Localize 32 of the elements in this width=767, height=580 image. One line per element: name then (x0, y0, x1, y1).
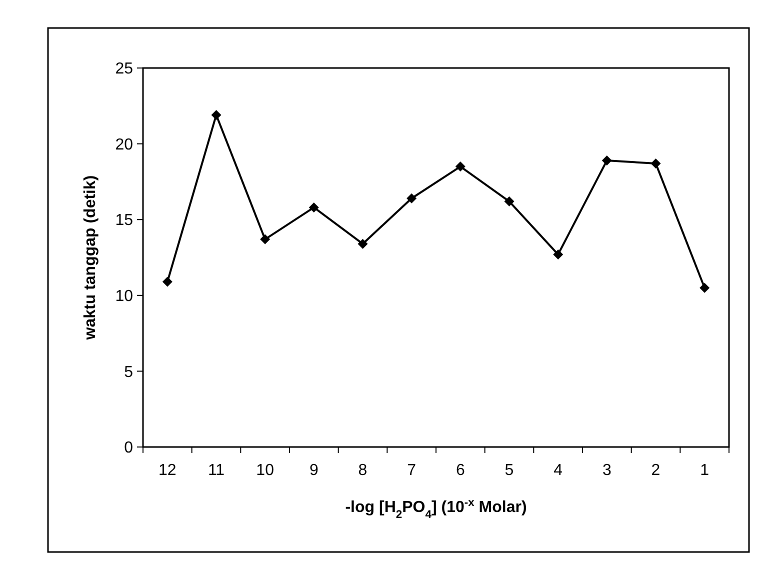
point (211, 110, 222, 120)
point (358, 238, 368, 249)
x-tick-label: 11 (208, 462, 225, 479)
point (455, 162, 466, 172)
point (260, 234, 270, 244)
y-tick-label: 15 (115, 212, 134, 230)
point (700, 282, 710, 293)
x-tick-label: 7 (407, 462, 416, 479)
point (504, 196, 514, 206)
point (602, 155, 612, 166)
x-axis-title: -log [H$_{2}$PO$_{4}$] (10$^{-x}$ Molar) (345, 497, 527, 521)
x-tick-label: 9 (309, 462, 318, 479)
y-tick-label: 5 (124, 364, 134, 381)
y-tick-label: 0 (124, 440, 134, 457)
x-tick-label: 5 (504, 462, 514, 479)
y-tick-label: 20 (115, 136, 134, 154)
point (553, 249, 564, 260)
x-tick-label: 3 (602, 462, 612, 479)
x-tick-label: 10 (256, 462, 274, 479)
x-tick-label: 2 (651, 462, 660, 479)
x-tick-label: 4 (554, 462, 563, 479)
y-axis-title: waktu tanggap (detik) (82, 175, 99, 341)
x-tick-label: 1 (700, 462, 710, 479)
y-tick-label: 25 (115, 60, 134, 78)
point (162, 276, 172, 287)
point (406, 193, 417, 204)
point (308, 202, 319, 212)
y-tick-label: 10 (115, 288, 134, 305)
x-tick-label: 8 (358, 462, 368, 479)
x-tick-label: 12 (158, 462, 176, 479)
x-tick-label: 6 (456, 462, 465, 479)
point (650, 158, 661, 169)
